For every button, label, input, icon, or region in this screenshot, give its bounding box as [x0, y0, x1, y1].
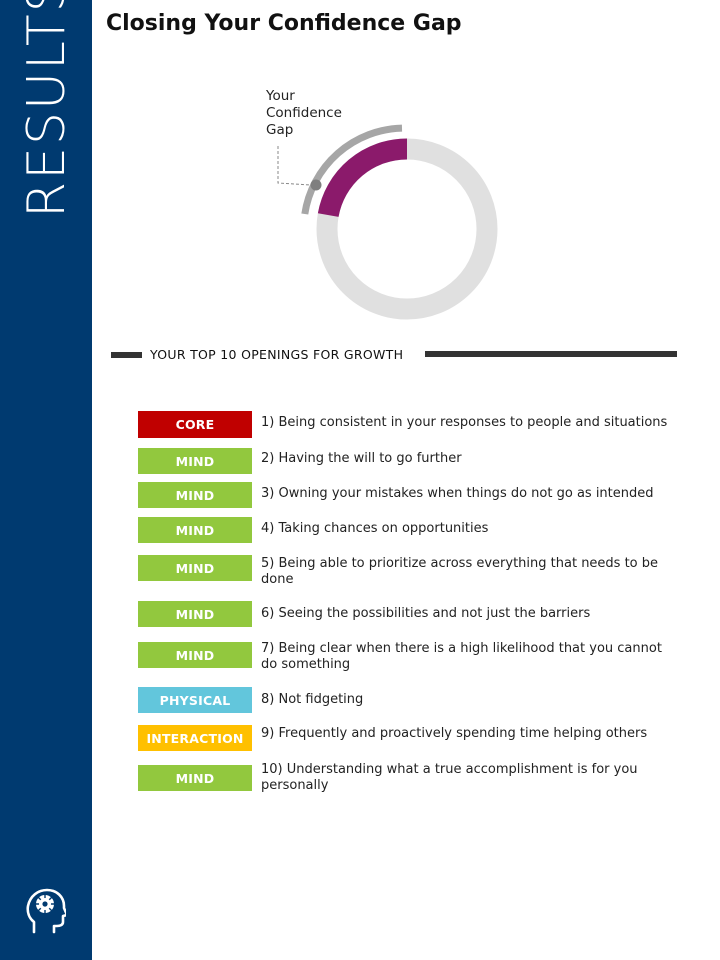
- gap-label-line: Gap: [266, 122, 294, 138]
- opening-text: 3) Owning your mistakes when things do n…: [261, 486, 654, 501]
- sidebar: RESULTS: [0, 0, 92, 960]
- category-badge: MIND: [138, 642, 252, 668]
- page-title: Closing Your Confidence Gap: [106, 11, 462, 36]
- confidence-gap-donut: [277, 124, 498, 320]
- confidence-gap-label: Your Confidence Gap: [266, 88, 366, 139]
- opening-text: 10) Understanding what a true accomplish…: [261, 762, 638, 793]
- opening-text: 2) Having the will to go further: [261, 451, 462, 466]
- confidence-gap-arc: [317, 138, 408, 218]
- gap-marker-dot: [310, 179, 322, 191]
- category-badge: MIND: [138, 482, 252, 508]
- category-badge: MIND: [138, 765, 252, 791]
- opening-text: 1) Being consistent in your responses to…: [261, 415, 668, 430]
- category-badge: INTERACTION: [138, 725, 252, 751]
- gap-outer-arc: [301, 124, 403, 215]
- opening-text: 5) Being able to prioritize across every…: [261, 556, 659, 587]
- opening-text: 4) Taking chances on opportunities: [261, 521, 489, 536]
- opening-text: 8) Not fidgeting: [261, 692, 364, 707]
- section-heading: YOUR TOP 10 OPENINGS FOR GROWTH: [150, 347, 404, 362]
- opening-text: 9) Frequently and proactively spending t…: [261, 726, 648, 741]
- category-badge: MIND: [138, 601, 252, 627]
- opening-text: 6) Seeing the possibilities and not just…: [261, 606, 591, 621]
- category-badge: PHYSICAL: [138, 687, 252, 713]
- opening-text: 7) Being clear when there is a high like…: [261, 641, 662, 672]
- category-badge: MIND: [138, 448, 252, 474]
- gap-leader-line: [277, 146, 311, 186]
- sidebar-title: RESULTS: [17, 0, 77, 218]
- head-gear-icon: [26, 888, 66, 934]
- section-divider-right: [425, 351, 677, 357]
- category-badge: MIND: [138, 555, 252, 581]
- gap-label-line: Confidence: [266, 105, 342, 121]
- category-badge: CORE: [138, 411, 252, 438]
- category-badge: MIND: [138, 517, 252, 543]
- gap-label-line: Your: [266, 88, 295, 104]
- section-divider-left: [111, 352, 142, 358]
